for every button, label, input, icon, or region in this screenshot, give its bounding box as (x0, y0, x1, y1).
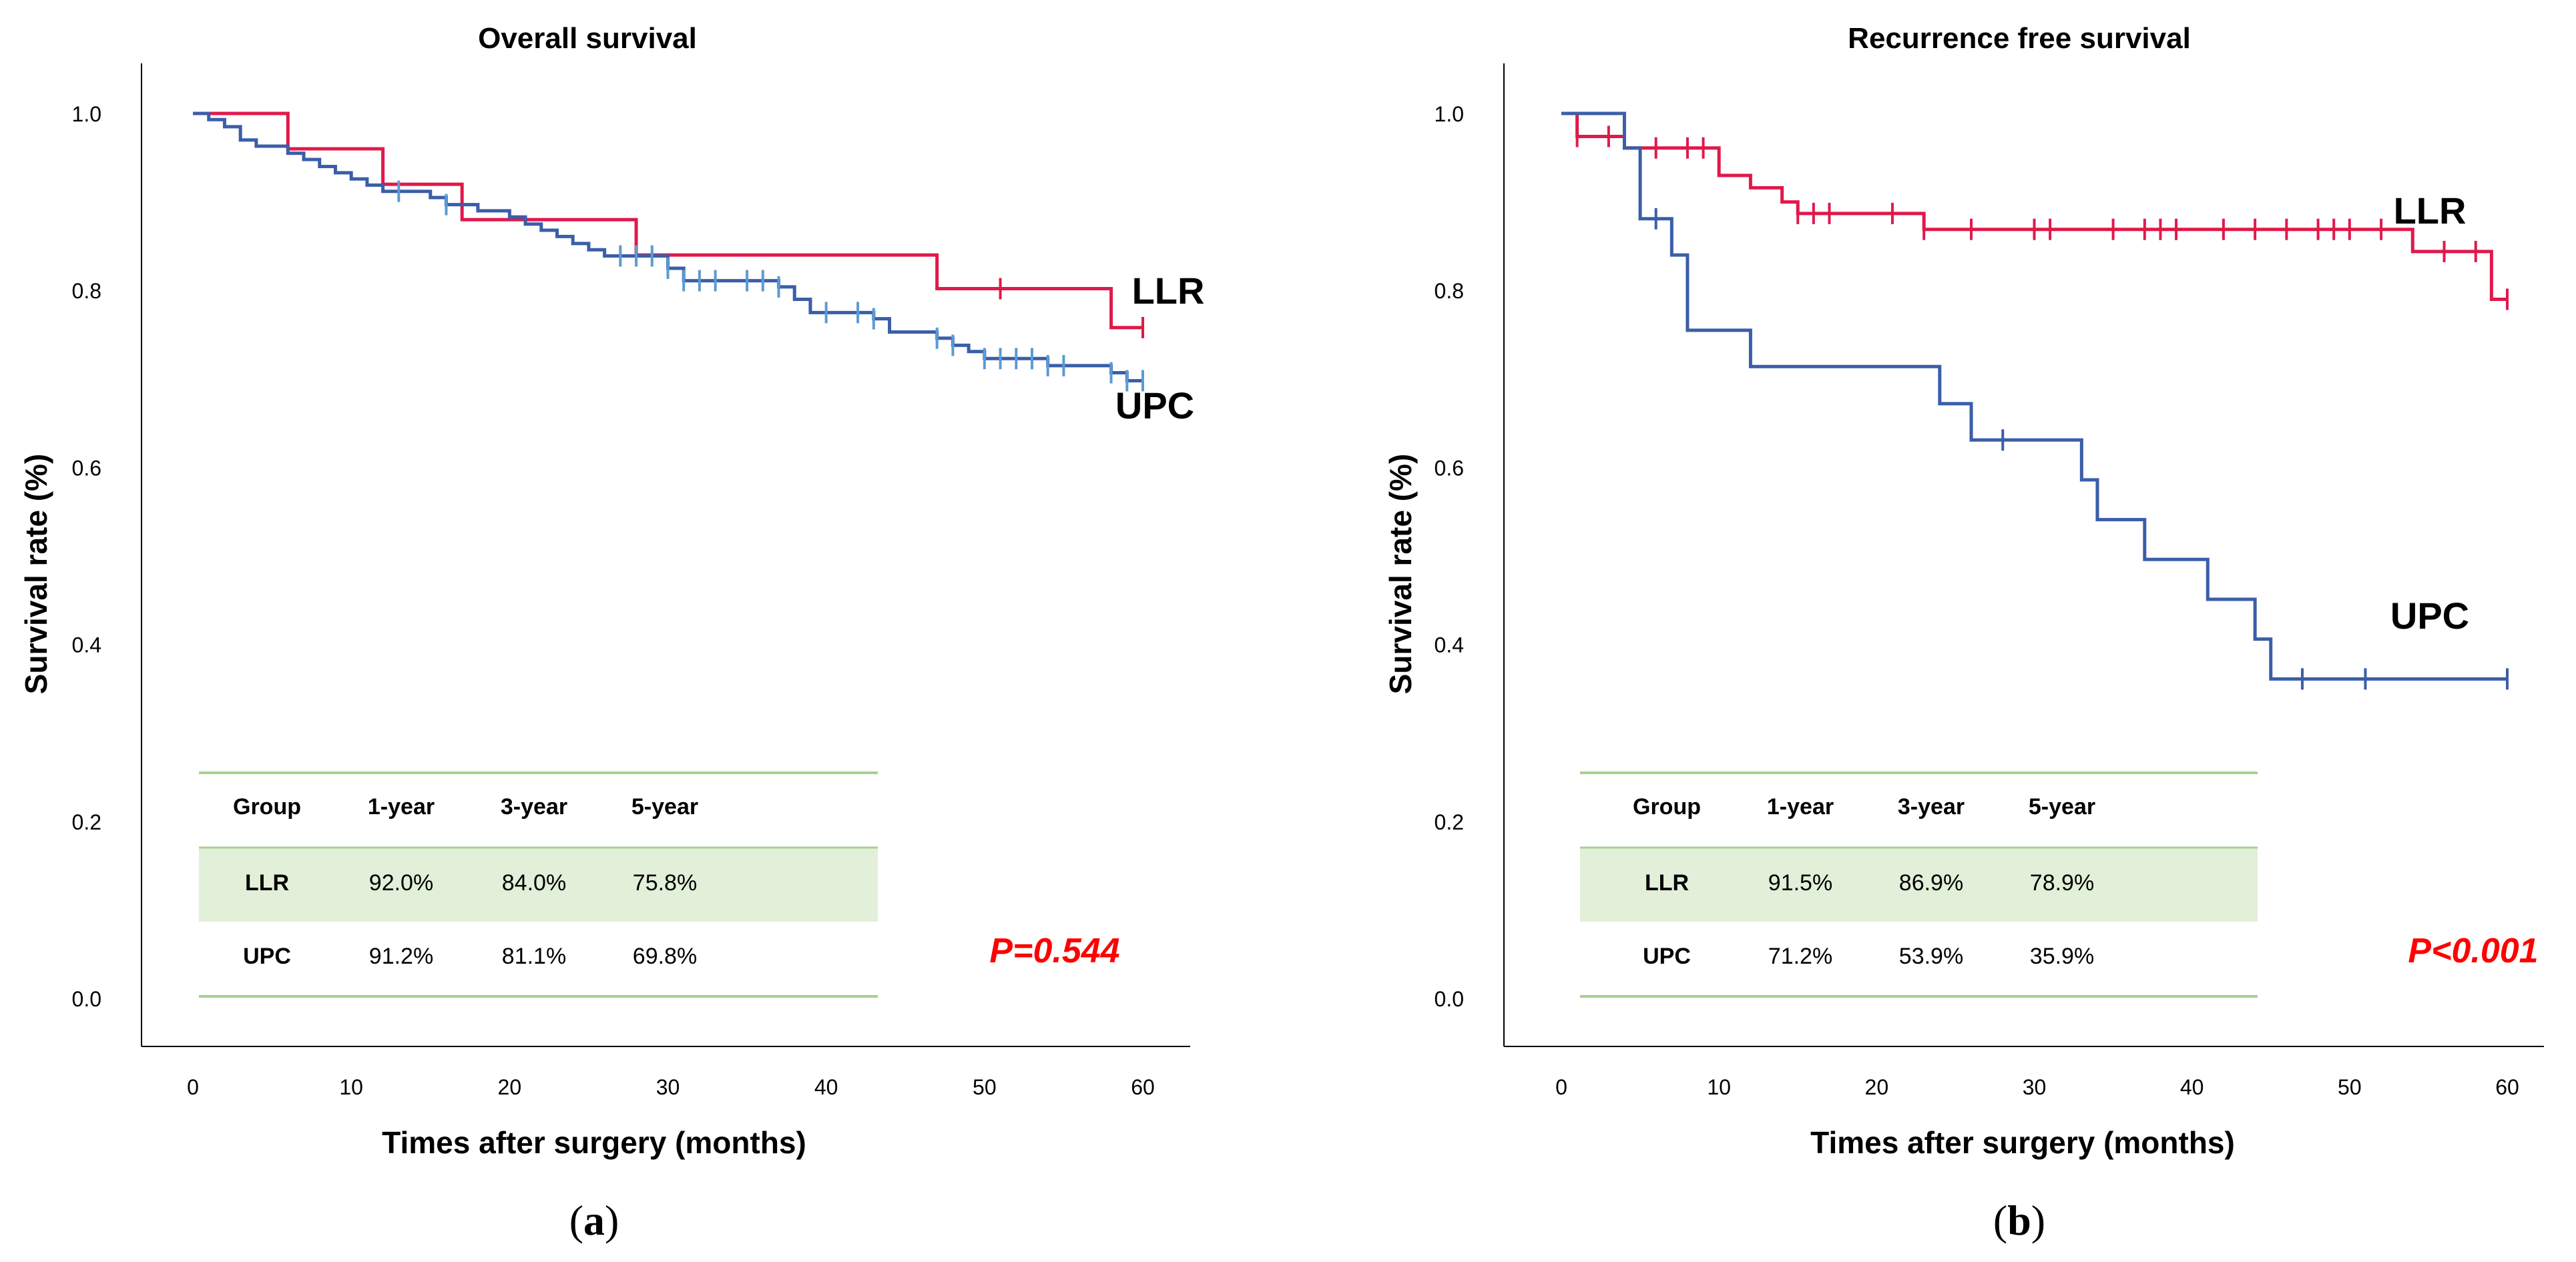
y-axis-label: Survival rate (%) (1383, 454, 1418, 694)
series-label-llr: LLR (2394, 190, 2467, 232)
x-tick-label: 10 (339, 1075, 363, 1099)
table-header-cell: 5-year (2029, 794, 2095, 820)
table-group-cell: LLR (1645, 870, 1689, 896)
table-group-cell: UPC (243, 944, 291, 969)
x-tick-label: 60 (1131, 1075, 1155, 1099)
table-value-cell: 53.9% (1899, 944, 1963, 969)
x-tick-label: 40 (814, 1075, 838, 1099)
table-header-cell: 1-year (1767, 794, 1834, 820)
series-label-upc: UPC (1115, 384, 1194, 426)
table-value-cell: 91.2% (369, 944, 433, 969)
panel-label-close: ) (2031, 1197, 2045, 1244)
table-value-cell: 92.0% (369, 870, 433, 896)
y-tick-label: 0.4 (72, 633, 101, 657)
x-tick-label: 50 (2338, 1075, 2362, 1099)
km-curve-llr (193, 111, 1143, 330)
km-curve-upc (1561, 111, 2507, 681)
panel-label: (a) (569, 1197, 619, 1244)
x-axis-label: Times after surgery (months) (1810, 1125, 2235, 1160)
panel-label-open: ( (1993, 1197, 2007, 1244)
table-header-cell: 5-year (631, 794, 698, 820)
x-tick-label: 20 (1865, 1075, 1889, 1099)
y-tick-label: 1.0 (72, 102, 101, 126)
series-upc: UPC (193, 111, 1194, 426)
table-header-cell: 3-year (501, 794, 567, 820)
survival-table: Group 1-year 3-year 5-year LLR 91.5% 86.9% 78.9… (1580, 771, 2258, 998)
table-value-cell: 91.5% (1768, 870, 1832, 896)
y-tick-label: 1.0 (1435, 102, 1464, 126)
table-row-highlight (1580, 848, 2258, 922)
table-group-cell: UPC (1643, 944, 1691, 969)
y-tick-label: 0.8 (72, 279, 101, 303)
series-llr: LLR (193, 111, 1205, 338)
x-tick-label: 0 (187, 1075, 199, 1099)
x-tick-label: 10 (1707, 1075, 1731, 1099)
table-value-cell: 78.9% (2030, 870, 2094, 896)
x-axis-label: Times after surgery (months) (382, 1125, 806, 1160)
table-header-cell: Group (1633, 794, 1701, 820)
table-value-cell: 35.9% (2030, 944, 2094, 969)
panel-label-letter: b (2007, 1197, 2031, 1244)
x-tick-label: 20 (498, 1075, 522, 1099)
p-value: P<0.001 (2408, 932, 2538, 970)
table-header-cell: 1-year (368, 794, 435, 820)
y-tick-label: 0.8 (1435, 279, 1464, 303)
table-value-cell: 75.8% (633, 870, 697, 896)
panel-label-open: ( (569, 1197, 583, 1244)
series-upc: UPC (1561, 111, 2509, 690)
panel-label: (b) (1993, 1197, 2045, 1244)
table-header-cell: Group (233, 794, 301, 820)
y-tick-label: 0.4 (1435, 633, 1464, 657)
y-tick-label: 0.6 (1435, 456, 1464, 480)
panel-label-letter: a (583, 1197, 605, 1244)
x-tick-label: 40 (2180, 1075, 2204, 1099)
x-tick-label: 30 (656, 1075, 680, 1099)
table-value-cell: 84.0% (502, 870, 566, 896)
chart-panel-a: Overall survival 0.0 0.2 0.4 0.6 0.8 1.0 0 10 20 3… (19, 22, 1204, 1244)
x-tick-label: 0 (1555, 1075, 1567, 1099)
table-value-cell: 81.1% (502, 944, 566, 969)
chart-panel-b: Recurrence free survival 0.0 0.2 0.4 0.6 0.8 1… (1383, 22, 2544, 1244)
y-tick-label: 0.6 (72, 456, 101, 480)
y-tick-label: 0.2 (1435, 810, 1464, 834)
series-label-upc: UPC (2390, 595, 2469, 637)
table-value-cell: 71.2% (1768, 944, 1832, 969)
y-tick-label: 0.2 (72, 810, 101, 834)
p-value: P=0.544 (989, 932, 1119, 970)
series-llr: LLR (1561, 111, 2509, 310)
chart-title: Overall survival (478, 22, 697, 55)
y-tick-label: 0.0 (72, 987, 101, 1011)
panel-label-close: ) (605, 1197, 619, 1244)
table-row-highlight (199, 848, 878, 922)
y-axis-label: Survival rate (%) (19, 454, 53, 694)
survival-table: Group 1-year 3-year 5-year LLR 92.0% 84.0% 75.8… (199, 771, 878, 998)
x-tick-label: 60 (2495, 1075, 2519, 1099)
table-value-cell: 69.8% (633, 944, 697, 969)
x-tick-label: 50 (973, 1075, 997, 1099)
table-value-cell: 86.9% (1899, 870, 1963, 896)
km-curve-upc (193, 111, 1143, 382)
table-group-cell: LLR (245, 870, 289, 896)
series-label-llr: LLR (1132, 270, 1205, 312)
chart-title: Recurrence free survival (1848, 22, 2191, 55)
x-tick-label: 30 (2023, 1075, 2047, 1099)
table-header-cell: 3-year (1898, 794, 1965, 820)
y-tick-label: 0.0 (1435, 987, 1464, 1011)
